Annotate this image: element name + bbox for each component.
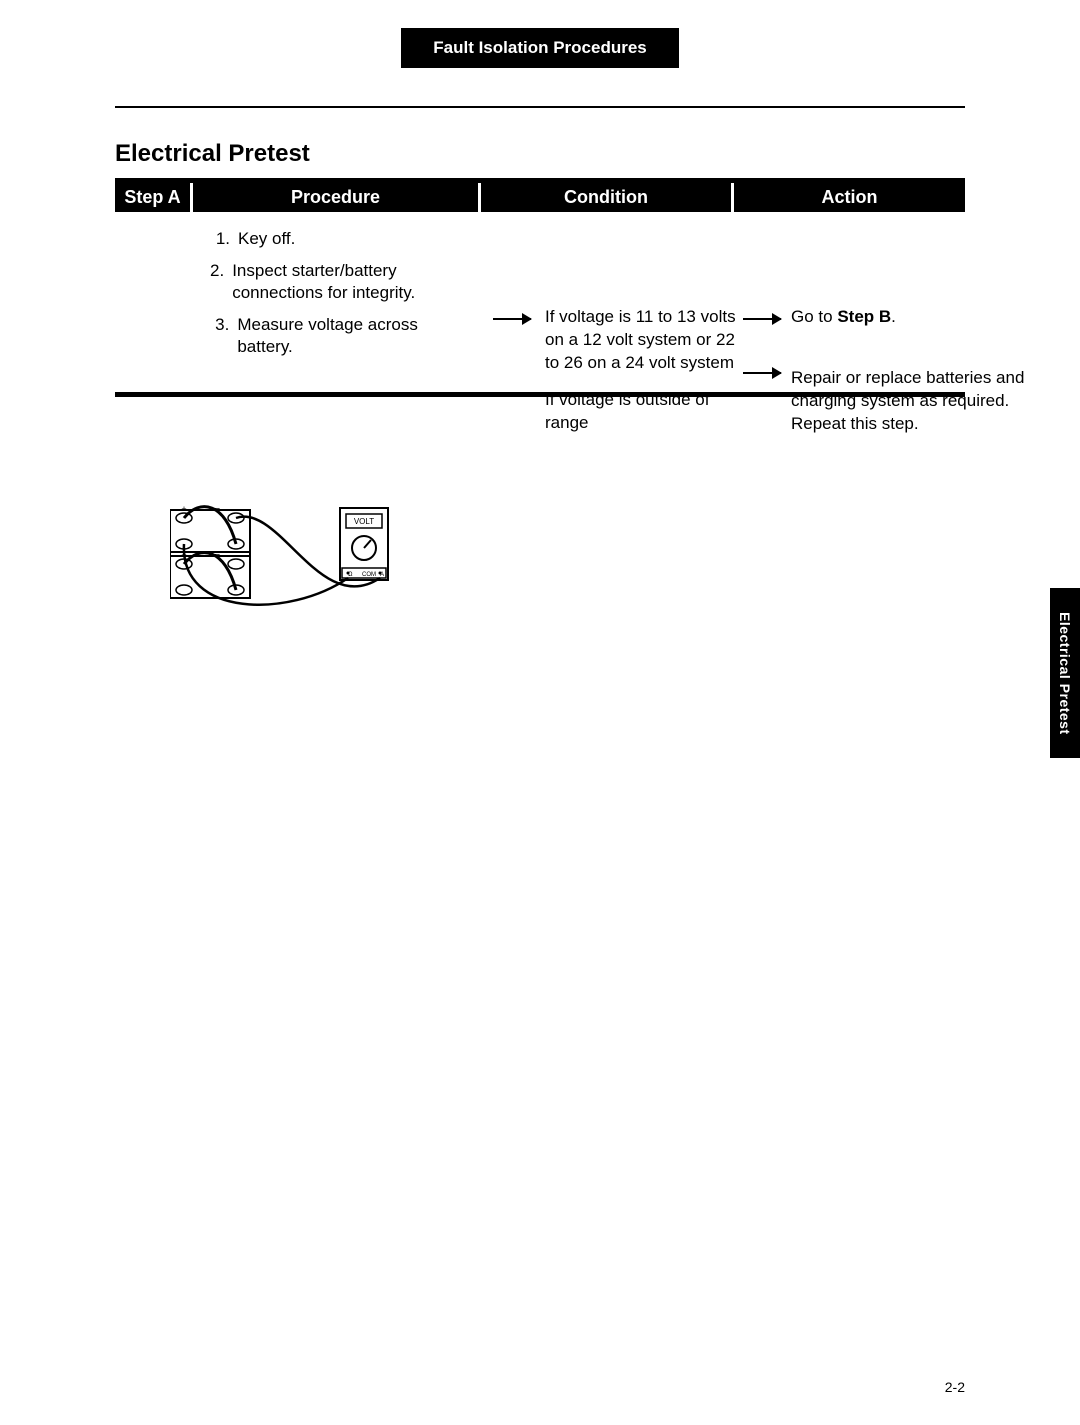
action-1-bold: Step B <box>837 307 891 326</box>
page-number: 2-2 <box>945 1379 965 1395</box>
list-item: 1. Key off. <box>210 228 470 250</box>
procedure-table: Step A Procedure Condition Action 1. Key… <box>115 178 965 397</box>
header-title: Fault Isolation Procedures <box>433 38 647 57</box>
list-item: 2. Inspect starter/battery connections f… <box>210 260 470 304</box>
col-action: Action <box>734 183 965 212</box>
col-condition: Condition <box>481 183 734 212</box>
side-tab: Electrical Pretest <box>1050 588 1080 758</box>
list-item: 3. Measure voltage across battery. <box>210 314 470 358</box>
side-tab-label: Electrical Pretest <box>1057 612 1073 735</box>
arrow-icon <box>743 318 781 320</box>
procedure-list: 1. Key off. 2. Inspect starter/battery c… <box>210 228 470 358</box>
table-header-row: Step A Procedure Condition Action <box>115 183 965 212</box>
col-procedure: Procedure <box>193 183 481 212</box>
section-title: Electrical Pretest <box>115 140 1080 168</box>
action-1-pre: Go to <box>791 307 837 326</box>
arrow-icon <box>493 318 531 320</box>
condition-block: If voltage is 11 to 13 volts on a 12 vol… <box>545 306 745 435</box>
item-num: 2. <box>210 260 224 304</box>
divider <box>115 106 965 108</box>
svg-text:COM: COM <box>362 572 376 578</box>
item-num: 3. <box>210 314 229 358</box>
battery-meter-diagram: VOLT Ω COM A + − + − <box>170 498 400 628</box>
table-body: 1. Key off. 2. Inspect starter/battery c… <box>115 212 965 392</box>
action-1-post: . <box>891 307 896 326</box>
arrow-icon <box>743 372 781 374</box>
action-1: Go to Step B. <box>791 306 1046 329</box>
condition-2: If voltage is outside of range <box>545 389 745 435</box>
col-step: Step A <box>115 183 193 212</box>
item-text: Inspect starter/battery connections for … <box>232 260 470 304</box>
item-text: Key off. <box>238 228 295 250</box>
item-num: 1. <box>210 228 230 250</box>
header-bar: Fault Isolation Procedures <box>401 28 679 68</box>
action-2: Repair or replace batteries and charging… <box>791 367 1046 436</box>
meter-label: VOLT <box>354 517 374 526</box>
action-block: Go to Step B. Repair or replace batterie… <box>791 306 1046 436</box>
item-text: Measure voltage across battery. <box>237 314 470 358</box>
condition-1: If voltage is 11 to 13 volts on a 12 vol… <box>545 306 745 375</box>
